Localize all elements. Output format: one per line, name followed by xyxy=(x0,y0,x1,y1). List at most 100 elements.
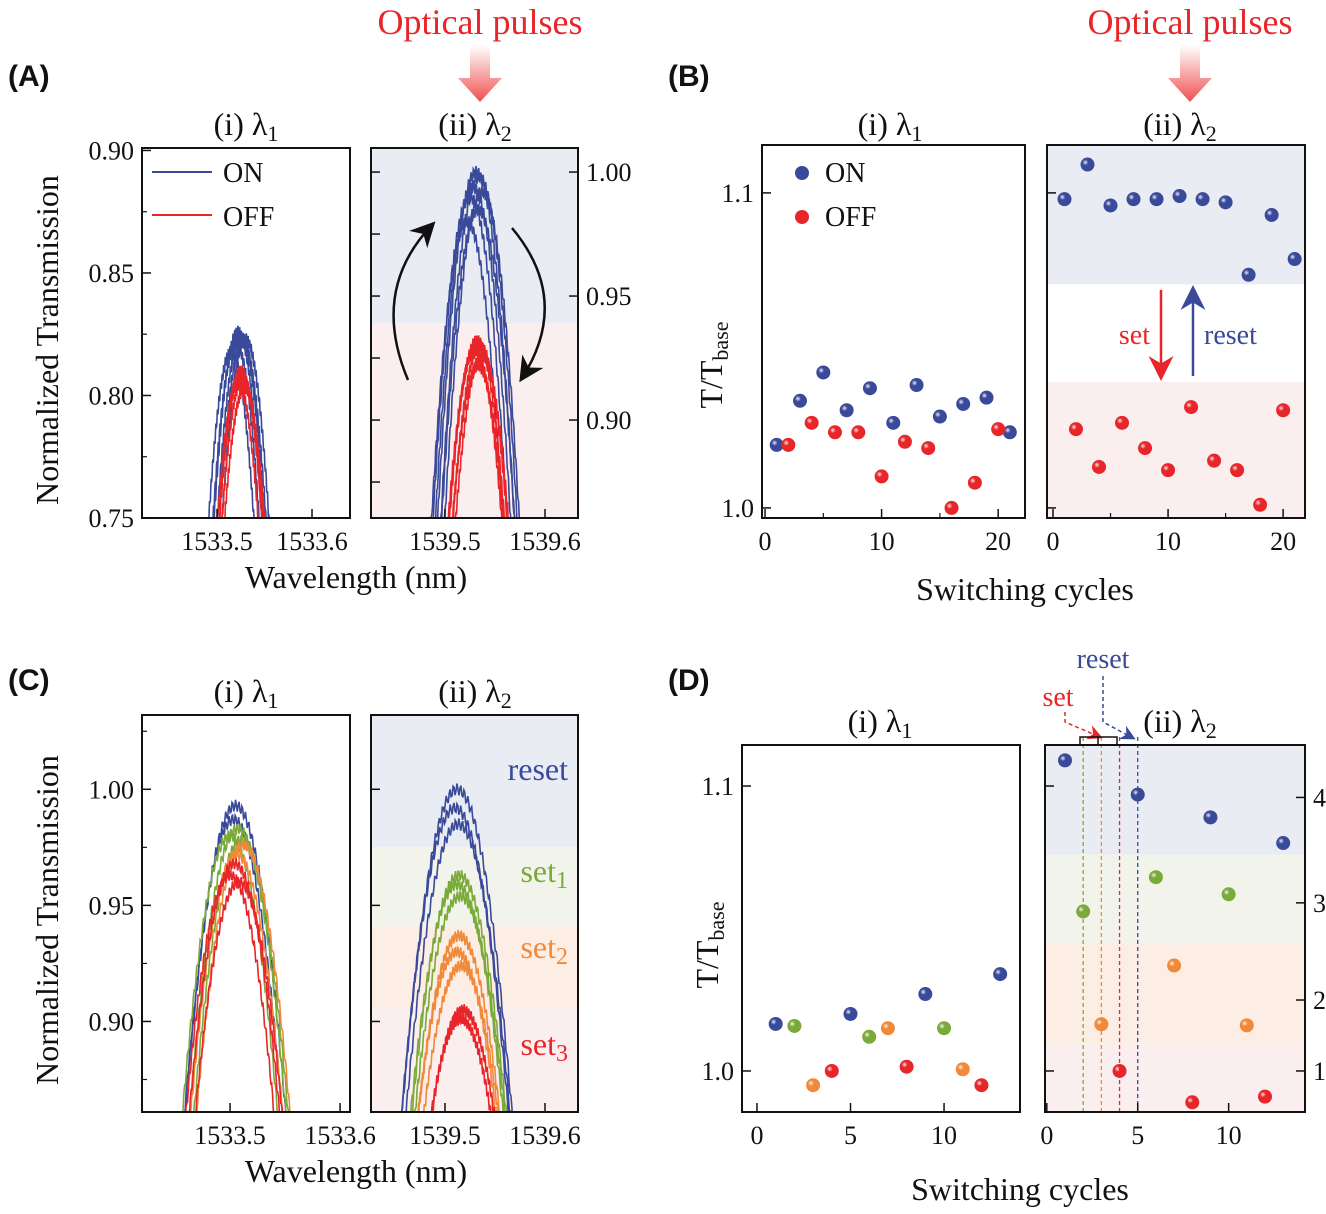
plot-A-i xyxy=(141,147,351,519)
subplot-title: (i) λ1 xyxy=(214,673,279,713)
point-highlight xyxy=(793,393,808,408)
subplot-title-sub: 1 xyxy=(911,121,922,146)
point-highlight xyxy=(824,1063,839,1078)
subplot-title-main: (i) λ xyxy=(858,106,912,142)
spectrum-curve-set3 xyxy=(188,857,281,1112)
y-axis-label-main: T/T xyxy=(693,360,729,408)
subplot-title-main: (ii) λ xyxy=(438,106,501,142)
point-highlight xyxy=(967,475,982,490)
point-highlight xyxy=(886,415,901,430)
y-axis-label-sub: base xyxy=(704,901,729,940)
subplot-title-sub: 2 xyxy=(501,688,512,713)
point-highlight xyxy=(1207,453,1222,468)
y-right-tick-label: 3 xyxy=(1313,889,1326,918)
x-tick-label: 1539.6 xyxy=(509,527,581,556)
y-right-tick-label: 2 xyxy=(1313,986,1326,1015)
point-highlight xyxy=(769,437,784,452)
point-highlight xyxy=(1076,904,1091,919)
point-highlight xyxy=(862,381,877,396)
spectrum-curve-set2 xyxy=(190,848,283,1112)
y-axis-label-sub: base xyxy=(708,321,733,360)
point-highlight xyxy=(1138,441,1153,456)
spectrum-curve-ON xyxy=(434,180,512,518)
point-highlight xyxy=(918,987,933,1002)
point-highlight xyxy=(1172,189,1187,204)
x-tick-label: 20 xyxy=(985,527,1011,556)
point-highlight xyxy=(1161,463,1176,478)
plot-D-i xyxy=(741,744,1021,1113)
point-highlight xyxy=(874,469,889,484)
y-right-tick-label: 1.00 xyxy=(586,158,632,187)
reset-label: reset xyxy=(1077,644,1130,675)
level-label-main: set xyxy=(520,853,556,889)
pulse-arrow-icon xyxy=(458,45,502,102)
point-highlight xyxy=(851,425,866,440)
subplot-title-main: (i) λ xyxy=(214,106,268,142)
x-tick-label: 10 xyxy=(931,1121,957,1150)
legend-label-off: OFF xyxy=(223,202,274,233)
point-highlight xyxy=(1112,1063,1127,1078)
point-highlight xyxy=(1287,252,1302,267)
spectrum-curve-ON xyxy=(430,216,504,518)
subplot-title-sub: 2 xyxy=(1206,121,1217,146)
point-highlight xyxy=(1149,192,1164,207)
point-highlight xyxy=(974,1078,989,1093)
x-tick-label: 1533.6 xyxy=(304,1121,376,1150)
subplot-title-main: (ii) λ xyxy=(1143,703,1206,739)
point-highlight xyxy=(804,415,819,430)
set-label: set xyxy=(1119,320,1150,351)
subplot-title-sub: 1 xyxy=(901,718,912,743)
level-label-main: reset xyxy=(508,751,569,787)
level-label-sub: 2 xyxy=(556,944,568,970)
spectrum-curve-reset xyxy=(400,801,509,1112)
plot-frame xyxy=(141,147,351,519)
x-tick-label: 0 xyxy=(750,1121,763,1150)
subplot-title: (i) λ1 xyxy=(858,106,923,146)
y-tick-label: 1.0 xyxy=(722,494,755,523)
x-tick-label: 10 xyxy=(869,527,895,556)
optical-pulses-label: Optical pulses xyxy=(378,2,583,42)
x-tick-label: 1533.6 xyxy=(276,527,348,556)
point-highlight xyxy=(1002,425,1017,440)
y-tick-label: 1.0 xyxy=(702,1057,735,1086)
spectrum-curve-set2 xyxy=(196,839,291,1112)
spectrum-curve-OFF xyxy=(216,376,260,518)
x-tick-label: 0 xyxy=(1046,527,1059,556)
level-label-sub: 3 xyxy=(556,1041,568,1067)
legend-label-on: ON xyxy=(825,158,865,189)
point-highlight xyxy=(897,434,912,449)
panel-label: (D) xyxy=(668,664,710,697)
y-axis-label: T/Tbase xyxy=(689,901,729,988)
reset-pointer-arrow-icon xyxy=(1102,676,1136,740)
y-tick-label: 0.75 xyxy=(89,504,135,533)
legend-label-on: ON xyxy=(223,158,263,189)
level-label: set1 xyxy=(520,853,568,894)
point-highlight xyxy=(993,967,1008,982)
subplot-title-main: (ii) λ xyxy=(1143,106,1206,142)
band-band_set1 xyxy=(1045,854,1305,943)
legend-A xyxy=(152,171,212,216)
y-tick-label: 0.80 xyxy=(89,381,135,410)
band-band_on xyxy=(1045,745,1305,855)
band-band_on xyxy=(371,715,578,848)
optical-pulses-label: Optical pulses xyxy=(1088,2,1293,42)
point-highlight xyxy=(1148,870,1163,885)
spectrum-curve-set2 xyxy=(423,959,499,1112)
point-highlight xyxy=(1239,1018,1254,1033)
subplot-title-sub: 1 xyxy=(267,688,278,713)
reset-label: reset xyxy=(1204,320,1257,351)
set-bracket xyxy=(1079,736,1118,744)
x-tick-label: 0 xyxy=(1040,1121,1053,1150)
point-highlight xyxy=(1126,192,1141,207)
x-tick-label: 1533.5 xyxy=(181,527,253,556)
plot-frame xyxy=(1044,744,1306,1113)
spectrum-curve-ON xyxy=(443,186,521,518)
plot-B-i xyxy=(761,144,1026,519)
point-highlight xyxy=(1264,207,1279,222)
x-tick-label: 5 xyxy=(844,1121,857,1150)
panel-label: (C) xyxy=(8,664,50,697)
y-tick-label: 1.00 xyxy=(89,775,135,804)
set-pointer-arrow-icon xyxy=(1064,712,1103,740)
point-highlight xyxy=(991,422,1006,437)
